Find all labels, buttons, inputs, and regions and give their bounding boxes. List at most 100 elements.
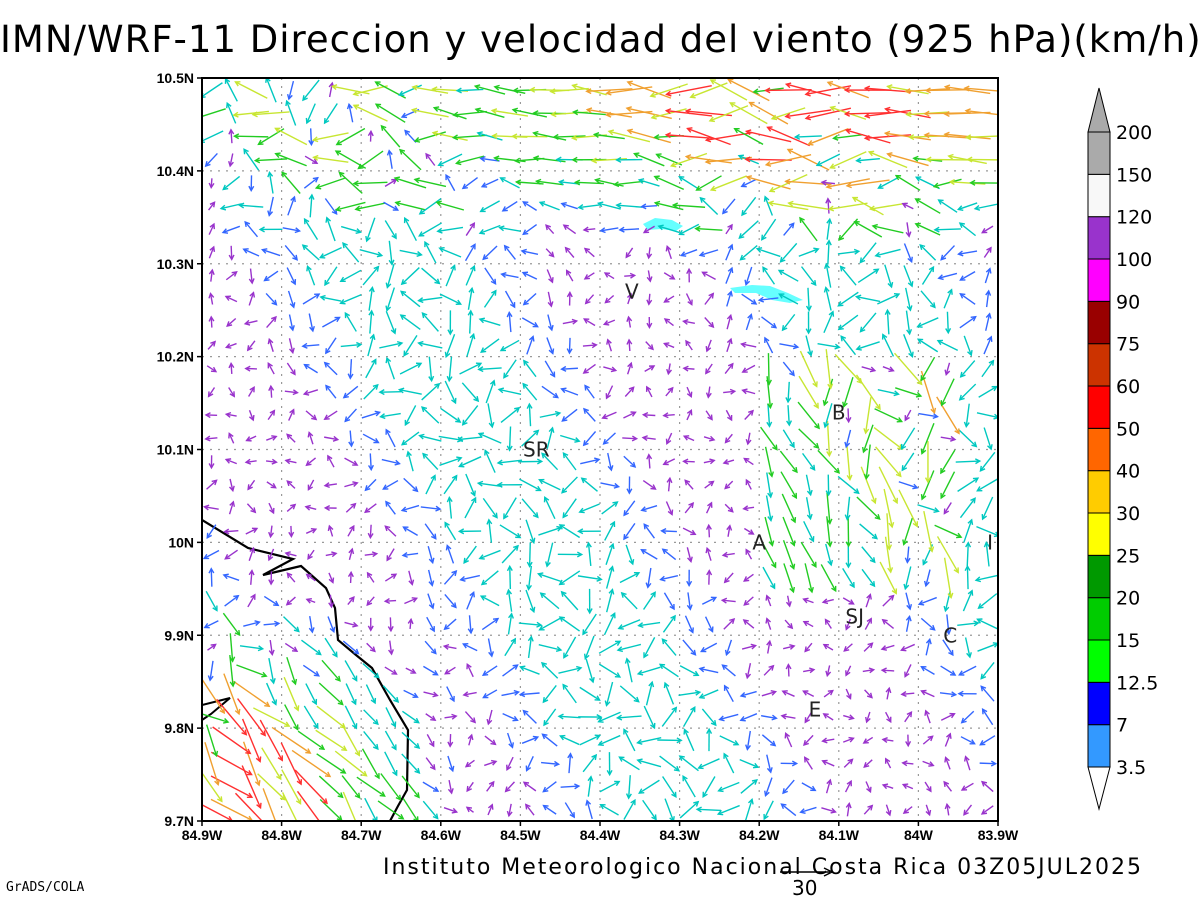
wind-vector (312, 154, 349, 163)
wind-vector (579, 686, 601, 701)
wind-vector (541, 452, 559, 471)
wind-vector (855, 341, 880, 351)
wind-vector (325, 216, 336, 242)
wind-vector (780, 760, 799, 767)
wind-vector (724, 433, 733, 444)
wind-vector (463, 545, 477, 564)
wind-vector (802, 690, 815, 697)
wind-vector (726, 524, 733, 537)
wind-vector (646, 293, 653, 306)
wind-vector (797, 401, 820, 430)
wind-vector (445, 264, 456, 287)
wind-vector (444, 521, 457, 541)
wind-vector (762, 266, 776, 285)
wind-vector (501, 689, 521, 697)
wind-vector (679, 665, 700, 677)
wind-vector (623, 500, 636, 517)
wind-vector (267, 337, 274, 352)
wind-vector (724, 480, 734, 490)
wind-vector (901, 202, 914, 210)
wind-vector (825, 474, 832, 497)
wind-vector (599, 780, 621, 793)
wind-vector (423, 691, 439, 698)
wind-vector (705, 363, 713, 375)
wind-vector (484, 759, 498, 767)
wind-vector (765, 353, 772, 386)
wind-vector (228, 361, 235, 375)
wind-vector (455, 87, 484, 94)
wind-vector (695, 806, 722, 813)
wind-vector (697, 758, 720, 770)
wind-vector (944, 756, 951, 770)
colorbar-segment (1087, 597, 1111, 641)
wind-vector (702, 776, 716, 799)
wind-vector (344, 621, 359, 628)
wind-vector (884, 536, 894, 574)
y-tick-label: 9.9N (164, 627, 194, 643)
wind-vector (542, 781, 557, 793)
wind-vector (925, 156, 969, 163)
wind-vector (917, 596, 937, 606)
wind-vector (642, 225, 655, 234)
wind-vector (243, 148, 260, 171)
wind-vector (478, 549, 501, 560)
wind-vector (633, 152, 665, 167)
wind-vector (905, 222, 912, 238)
wind-vector (334, 150, 367, 169)
wind-vector (297, 730, 326, 751)
wind-vector (482, 497, 498, 519)
colorbar-segment (1087, 258, 1111, 302)
wind-vector (222, 612, 241, 637)
wind-vector (729, 102, 768, 125)
wind-vector (223, 673, 241, 716)
y-tick-label: 10.1N (157, 442, 194, 458)
wind-vector (238, 202, 264, 209)
wind-vector (718, 713, 739, 722)
y-tick-label: 10N (168, 534, 194, 550)
wind-vector (496, 481, 523, 488)
wind-vector (924, 441, 931, 484)
wind-vector (477, 366, 502, 373)
wind-vector (901, 452, 915, 472)
wind-vector (366, 596, 375, 607)
y-tick-label: 9.8N (164, 720, 194, 736)
wind-vector (364, 797, 378, 821)
wind-vector (963, 403, 970, 429)
wind-vector (825, 239, 832, 265)
wind-vector (342, 640, 360, 655)
wind-vector (418, 433, 442, 442)
wind-vector (223, 528, 239, 535)
wind-vector (232, 133, 269, 140)
wind-vector (705, 501, 713, 514)
wind-vector (905, 310, 913, 336)
wind-vector (482, 245, 498, 261)
wind-vector (743, 457, 754, 466)
wind-vector (825, 178, 870, 190)
wind-vector (626, 338, 633, 352)
wind-vector (519, 478, 542, 492)
wind-vector (704, 317, 715, 329)
wind-vector (557, 551, 584, 558)
wind-vector (682, 458, 695, 465)
wind-vector (653, 175, 685, 191)
wind-vector (483, 289, 497, 308)
wind-vector (291, 749, 332, 778)
wind-vector (625, 106, 672, 120)
wind-vector (682, 318, 695, 325)
wind-vector (623, 523, 636, 541)
wind-vector (723, 388, 737, 395)
wind-vector (821, 759, 835, 767)
wind-vector (859, 242, 877, 264)
wind-vector (527, 635, 534, 659)
wind-vector (780, 713, 796, 720)
wind-vector (344, 481, 359, 488)
wind-vector (384, 573, 398, 582)
wind-vector (933, 226, 961, 233)
wind-vector (228, 387, 236, 398)
wind-vector (294, 769, 328, 805)
wind-vector (799, 806, 817, 814)
place-label-sr: SR (523, 438, 550, 462)
wind-vector (384, 751, 398, 777)
wind-vector (344, 660, 358, 682)
wind-vector (807, 128, 849, 146)
